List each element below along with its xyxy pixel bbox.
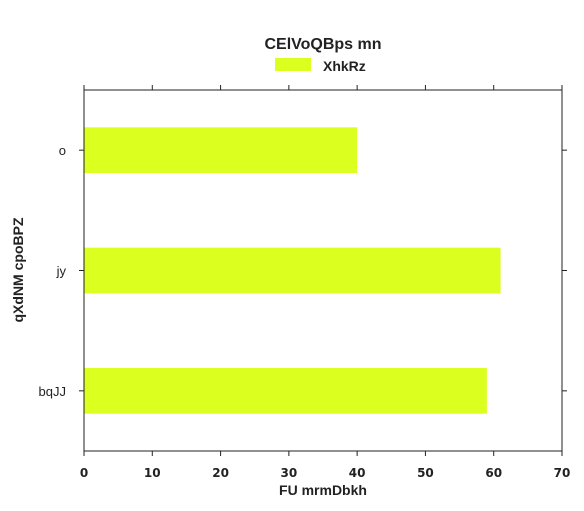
legend: XhkRz: [275, 58, 366, 74]
chart-title: CElVoQBps mn: [264, 36, 381, 53]
bar: [84, 247, 501, 294]
x-tick-label: 30: [281, 466, 298, 480]
x-tick-label: 0: [80, 466, 88, 480]
y-tick-label: jy: [56, 264, 67, 279]
legend-label: XhkRz: [323, 58, 366, 74]
bar: [84, 127, 358, 174]
x-tick-label: 60: [485, 466, 502, 480]
y-tick-label: bqJJ: [39, 384, 66, 399]
y-axis-title: qXdNM cpoBPZ: [10, 217, 26, 322]
x-tick-label: 50: [417, 466, 434, 480]
plot-frame: [83, 89, 563, 452]
legend-swatch: [275, 58, 311, 71]
x-axis-title: FU mrmDbkh: [279, 482, 367, 498]
plot-area: o jy bqJJ 0 10 20 30 40 50 60 70: [39, 85, 571, 480]
y-tick-label: o: [59, 143, 66, 158]
bar: [84, 367, 487, 414]
x-tick-label: 10: [144, 466, 161, 480]
x-tick-label: 70: [554, 466, 571, 480]
x-tick-label: 20: [212, 466, 229, 480]
x-tick-label: 40: [349, 466, 366, 480]
